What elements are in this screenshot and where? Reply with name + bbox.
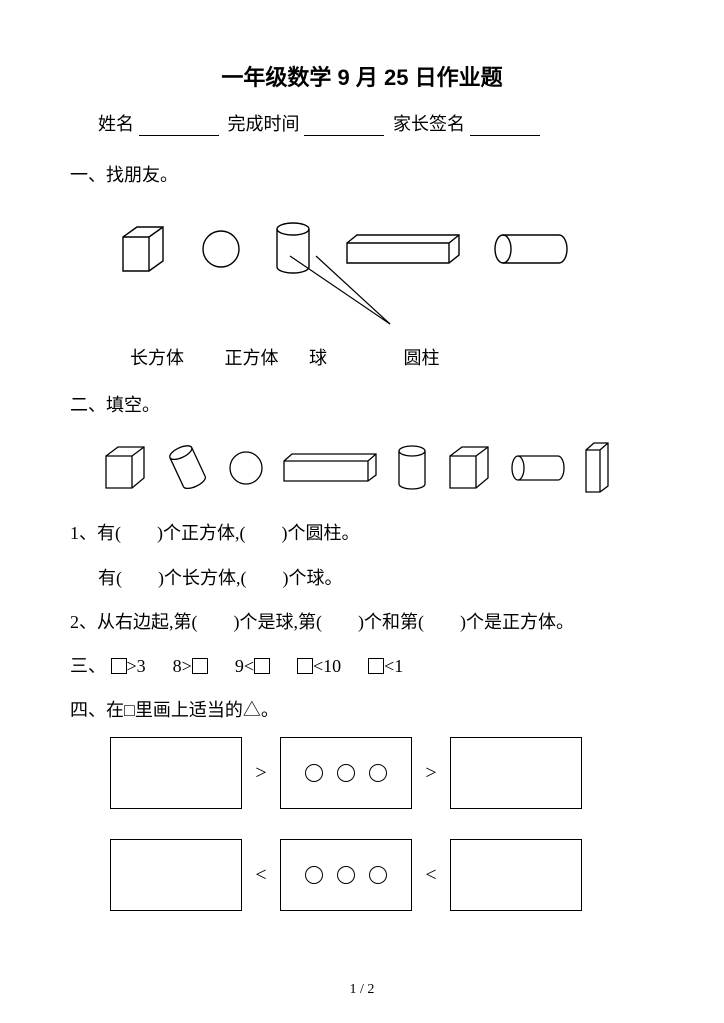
cylinder-icon (394, 444, 430, 492)
circles-box (280, 839, 412, 911)
s4-row1: > > (70, 737, 654, 809)
s2-q1b: 有( )个长方体,( )个球。 (70, 561, 654, 595)
section4-heading: 四、在□里画上适当的△。 (70, 693, 654, 727)
s3-item0: >3 (127, 656, 146, 676)
circle-icon (337, 764, 355, 782)
square-blank[interactable] (192, 658, 208, 674)
section1-heading: 一、找朋友。 (70, 158, 654, 192)
student-info-line: 姓名 完成时间 家长签名 (70, 110, 654, 136)
label-sphere: 球 (309, 344, 369, 370)
label-cuboid: 长方体 (130, 344, 220, 370)
section1-labels: 长方体 正方体 球 圆柱 (70, 344, 654, 370)
cylinder-icon (271, 221, 315, 277)
s3-item2: 9< (235, 656, 254, 676)
section3-heading: 三、 (70, 656, 106, 676)
worksheet-page: 一年级数学 9 月 25 日作业题 姓名 完成时间 家长签名 一、找朋友。 (0, 0, 724, 1023)
name-blank[interactable] (139, 117, 219, 136)
s2-q2: 2、从右边起,第( )个是球,第( )个和第( )个是正方体。 (70, 605, 654, 639)
square-blank[interactable] (297, 658, 313, 674)
s4-row2: < < (70, 839, 654, 911)
circle-icon (226, 448, 266, 488)
tall-cuboid-icon (582, 440, 612, 496)
s3-item1: 8> (173, 656, 192, 676)
page-title: 一年级数学 9 月 25 日作业题 (70, 60, 654, 92)
square-blank[interactable] (254, 658, 270, 674)
name-label: 姓名 (98, 114, 134, 134)
cube-icon (444, 444, 494, 492)
empty-box[interactable] (450, 839, 582, 911)
section1-shapes (70, 202, 654, 284)
gt-symbol: > (252, 762, 270, 785)
time-label: 完成时间 (228, 114, 300, 134)
empty-box[interactable] (450, 737, 582, 809)
s3-item4: <1 (384, 656, 403, 676)
label-cylinder: 圆柱 (404, 344, 464, 370)
section2-shapes (70, 432, 654, 504)
label-cube: 正方体 (225, 344, 305, 370)
tilted-cylinder-icon (164, 443, 212, 493)
cuboid-long-icon (343, 231, 463, 267)
gt-symbol: > (422, 762, 440, 785)
empty-box[interactable] (110, 737, 242, 809)
circle-icon (305, 764, 323, 782)
lt-symbol: < (422, 864, 440, 887)
circle-icon (369, 764, 387, 782)
square-blank[interactable] (368, 658, 384, 674)
section2-heading: 二、填空。 (70, 388, 654, 422)
cuboid-icon (280, 451, 380, 485)
circle-icon (305, 866, 323, 884)
cube-icon (100, 444, 150, 492)
circle-icon (199, 227, 243, 271)
s3-item3: <10 (313, 656, 341, 676)
time-blank[interactable] (304, 117, 384, 136)
circles-box (280, 737, 412, 809)
square-blank[interactable] (111, 658, 127, 674)
sign-blank[interactable] (470, 117, 540, 136)
page-footer: 1 / 2 (0, 982, 724, 998)
circle-icon (337, 866, 355, 884)
lt-symbol: < (252, 864, 270, 887)
cube-icon (115, 223, 171, 275)
s2-q1a: 1、有( )个正方体,( )个圆柱。 (70, 516, 654, 550)
horizontal-cylinder-icon (491, 231, 571, 267)
section3: 三、 >3 8> 9< <10 <1 (70, 649, 654, 683)
sign-label: 家长签名 (393, 114, 465, 134)
circle-icon (369, 866, 387, 884)
horizontal-cylinder-icon (508, 451, 568, 485)
empty-box[interactable] (110, 839, 242, 911)
